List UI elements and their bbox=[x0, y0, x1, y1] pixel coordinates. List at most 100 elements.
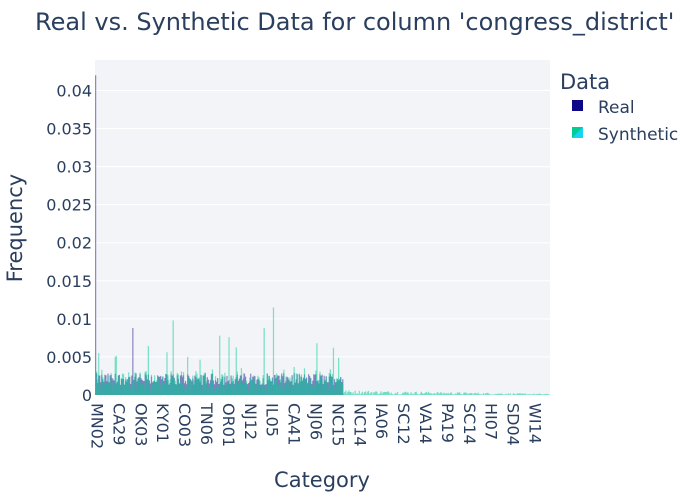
synthetic-bar bbox=[467, 394, 469, 395]
synthetic-bar bbox=[391, 394, 394, 395]
synthetic-bar bbox=[285, 376, 287, 395]
synthetic-bar bbox=[311, 384, 313, 395]
synthetic-bar bbox=[288, 382, 290, 395]
synthetic-bar bbox=[153, 375, 156, 395]
synthetic-bar bbox=[238, 383, 240, 395]
synthetic-bar bbox=[267, 375, 269, 395]
synthetic-bar bbox=[179, 382, 182, 395]
synthetic-bar bbox=[198, 377, 200, 395]
legend-entry-synthetic[interactable]: Synthetic bbox=[572, 125, 678, 145]
synthetic-bar bbox=[130, 387, 132, 395]
synthetic-bar bbox=[262, 375, 264, 395]
real-bar bbox=[309, 376, 311, 395]
synthetic-bar bbox=[402, 392, 404, 395]
synthetic-bar bbox=[115, 355, 117, 395]
synthetic-bar bbox=[196, 373, 198, 395]
synthetic-bar bbox=[411, 393, 413, 395]
synthetic-bar bbox=[136, 389, 138, 395]
synthetic-bar bbox=[144, 371, 146, 395]
synthetic-bar bbox=[234, 381, 236, 395]
synthetic-bar bbox=[480, 394, 482, 395]
synthetic-bar bbox=[214, 376, 217, 395]
legend-swatch-real[interactable] bbox=[572, 100, 583, 111]
synthetic-bar bbox=[464, 392, 466, 395]
real-bar bbox=[129, 376, 131, 395]
synthetic-bar bbox=[264, 387, 266, 395]
synthetic-bar bbox=[149, 388, 152, 395]
synthetic-bar bbox=[154, 382, 157, 395]
x-tick-label: SC12 bbox=[394, 403, 413, 445]
chart-title: Real vs. Synthetic Data for column 'cong… bbox=[35, 8, 674, 36]
synthetic-bar bbox=[162, 376, 164, 395]
synthetic-bar bbox=[139, 372, 141, 395]
synthetic-bar bbox=[547, 394, 550, 395]
synthetic-bar bbox=[235, 347, 237, 395]
synthetic-bar bbox=[459, 392, 461, 395]
synthetic-bar bbox=[101, 369, 103, 395]
synthetic-bar bbox=[423, 393, 426, 395]
synthetic-bar bbox=[298, 373, 300, 395]
synthetic-bar bbox=[279, 375, 281, 395]
synthetic-bar bbox=[515, 394, 518, 395]
synthetic-bar bbox=[119, 385, 122, 395]
synthetic-bar bbox=[293, 366, 295, 395]
x-tick-label: CO03 bbox=[175, 403, 194, 447]
synthetic-bar bbox=[442, 393, 444, 395]
synthetic-bar bbox=[403, 393, 405, 395]
synthetic-bar bbox=[270, 381, 273, 395]
synthetic-bar bbox=[300, 374, 303, 395]
synthetic-bar bbox=[371, 392, 373, 395]
synthetic-bar bbox=[475, 393, 477, 395]
synthetic-bar bbox=[375, 391, 377, 395]
synthetic-bar bbox=[429, 393, 431, 395]
synthetic-bar bbox=[495, 393, 497, 395]
synthetic-bar bbox=[111, 386, 113, 395]
synthetic-bar bbox=[446, 393, 448, 395]
real-bar bbox=[333, 379, 336, 395]
synthetic-bar bbox=[193, 380, 195, 395]
synthetic-bar bbox=[251, 385, 253, 395]
synthetic-bar bbox=[227, 384, 229, 395]
y-tick-label: 0.03 bbox=[56, 158, 92, 177]
synthetic-bar bbox=[168, 386, 170, 395]
synthetic-bar bbox=[156, 380, 158, 395]
synthetic-bar bbox=[239, 377, 242, 395]
synthetic-bar bbox=[444, 394, 446, 395]
synthetic-bar bbox=[448, 394, 450, 395]
synthetic-bar bbox=[121, 373, 124, 395]
legend-entry-real[interactable]: Real bbox=[572, 98, 635, 118]
synthetic-bar bbox=[443, 392, 445, 395]
synthetic-bar bbox=[195, 371, 197, 395]
x-tick-label: WI14 bbox=[526, 403, 545, 444]
real-bar bbox=[322, 383, 324, 395]
synthetic-bar bbox=[427, 391, 430, 395]
synthetic-bar bbox=[370, 392, 372, 395]
synthetic-bar bbox=[441, 393, 443, 395]
synthetic-bar bbox=[517, 393, 520, 395]
y-tick-label: 0 bbox=[82, 386, 92, 405]
synthetic-bar bbox=[394, 392, 397, 395]
synthetic-bar bbox=[388, 392, 390, 395]
x-axis-ticks: MN02 CA29 OK03 KY01 CO03 TN06 OR01 NJ12 IL05 CA41… bbox=[88, 402, 545, 449]
synthetic-bar bbox=[181, 384, 184, 395]
synthetic-bar bbox=[316, 343, 318, 395]
synthetic-bar bbox=[350, 392, 352, 395]
synthetic-bar bbox=[486, 392, 489, 395]
real-bar bbox=[256, 379, 258, 395]
synthetic-bar bbox=[328, 372, 330, 395]
legend-label-synthetic[interactable]: Synthetic bbox=[598, 125, 678, 145]
synthetic-bar bbox=[532, 394, 534, 395]
synthetic-bar bbox=[477, 392, 479, 395]
synthetic-bar bbox=[409, 394, 411, 395]
synthetic-bar bbox=[341, 382, 343, 395]
synthetic-bar bbox=[468, 393, 470, 395]
legend-title[interactable]: Data bbox=[560, 70, 610, 94]
synthetic-bar bbox=[430, 392, 432, 395]
synthetic-bar bbox=[226, 387, 228, 395]
synthetic-bar bbox=[507, 393, 509, 395]
legend-label-real[interactable]: Real bbox=[598, 98, 635, 118]
synthetic-bar bbox=[524, 393, 526, 395]
synthetic-bar bbox=[150, 374, 153, 395]
synthetic-bar bbox=[488, 393, 491, 395]
synthetic-bar bbox=[208, 388, 210, 395]
